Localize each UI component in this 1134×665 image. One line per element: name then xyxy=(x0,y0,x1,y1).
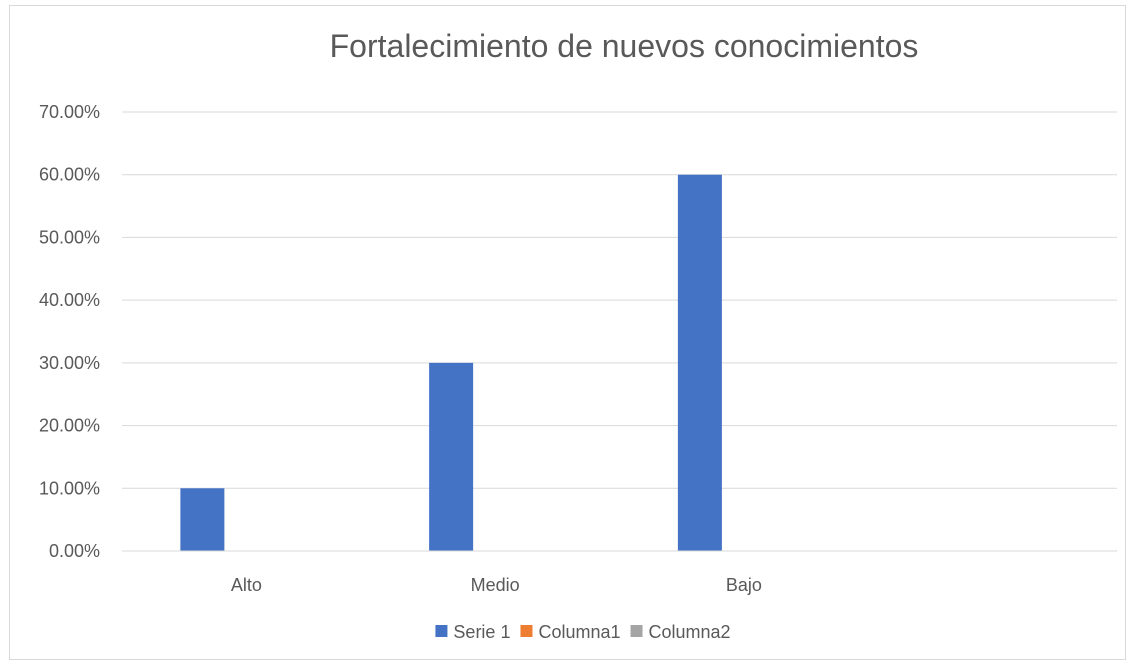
y-tick-label: 10.00% xyxy=(39,478,100,498)
legend-entry: Serie 1 xyxy=(453,622,510,642)
legend-swatch xyxy=(520,625,533,637)
y-tick-label: 40.00% xyxy=(39,290,100,310)
chart-title: Fortalecimiento de nuevos conocimientos xyxy=(330,28,919,64)
bar-bajo xyxy=(677,174,722,551)
x-axis-ticks: Alto Medio Bajo xyxy=(231,575,762,595)
legend: Serie 1 Columna1 Columna2 xyxy=(435,622,731,642)
gridlines xyxy=(122,111,1117,489)
y-tick-label: 30.00% xyxy=(39,353,100,373)
y-tick-label: 60.00% xyxy=(39,165,100,185)
legend-entry: Columna2 xyxy=(649,622,731,642)
bar-medio xyxy=(429,362,474,551)
legend-swatch xyxy=(630,625,643,637)
x-tick-label: Alto xyxy=(231,575,262,595)
x-tick-label: Bajo xyxy=(726,575,762,595)
bar-alto xyxy=(180,488,225,551)
y-tick-label: 50.00% xyxy=(39,227,100,247)
x-tick-label: Medio xyxy=(471,575,520,595)
legend-swatch xyxy=(435,625,448,637)
bars xyxy=(180,174,722,551)
y-tick-label: 20.00% xyxy=(39,416,100,436)
y-tick-label: 70.00% xyxy=(39,102,100,122)
legend-entry: Columna1 xyxy=(538,622,620,642)
y-axis-ticks: 0.00% 10.00% 20.00% 30.00% 40.00% 50.00% 60.00… xyxy=(39,102,100,561)
y-tick-label: 0.00% xyxy=(49,541,100,561)
